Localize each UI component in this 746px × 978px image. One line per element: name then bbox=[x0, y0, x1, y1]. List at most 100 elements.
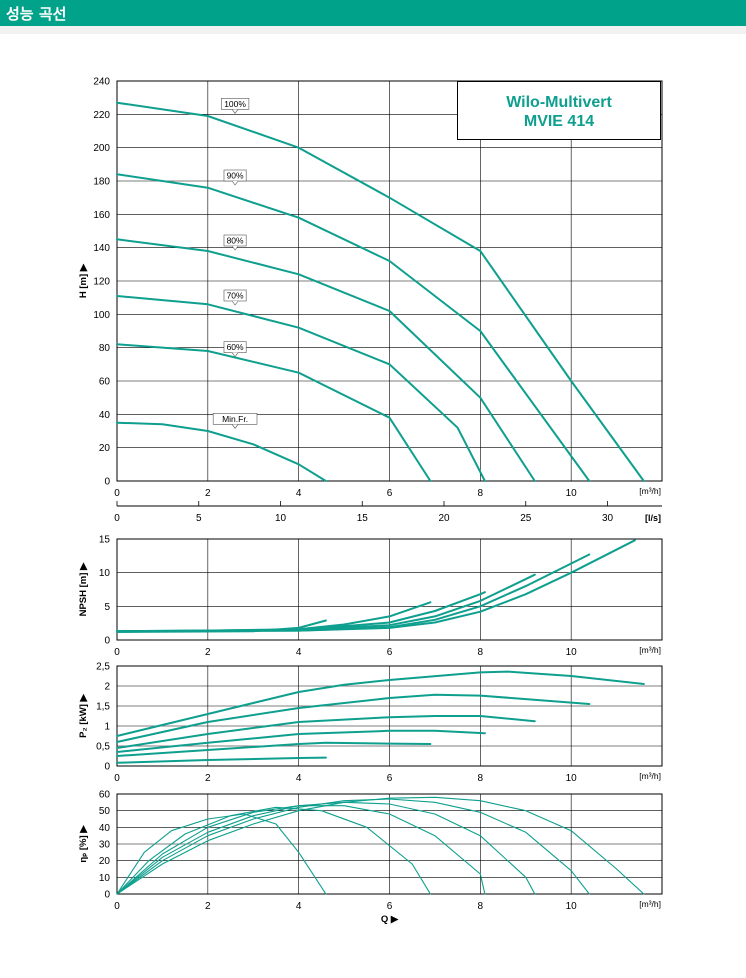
head-series-80 bbox=[116, 238, 536, 482]
product-model: MVIE 414 bbox=[523, 113, 595, 130]
power-xtick-label: 0 bbox=[114, 773, 120, 784]
head-label-pointer bbox=[231, 424, 239, 429]
power-xtick-label: 10 bbox=[566, 773, 578, 784]
efficiency-ytick-label: 30 bbox=[99, 840, 111, 851]
head-ytick-label: 60 bbox=[99, 377, 111, 388]
efficiency-ytick-label: 50 bbox=[99, 806, 111, 817]
efficiency-series-70 bbox=[116, 805, 486, 895]
head-xtick-label: 2 bbox=[205, 488, 211, 499]
efficiency-grid bbox=[116, 793, 662, 895]
head-series-70 bbox=[116, 295, 486, 482]
power-x-unit: [m³/h] bbox=[639, 771, 661, 781]
head-frame bbox=[116, 80, 663, 482]
head-label-pointer bbox=[231, 245, 239, 251]
section-title: 성능 곡선 bbox=[6, 5, 67, 23]
npsh-series-70 bbox=[116, 591, 486, 633]
npsh-series-minfr bbox=[116, 619, 327, 633]
head-ytick-label: 240 bbox=[93, 77, 110, 88]
head-curve-label: 70% bbox=[227, 291, 244, 301]
head-grid bbox=[116, 80, 662, 482]
head-series-minfr bbox=[116, 421, 327, 482]
efficiency-xtick-label: 8 bbox=[478, 901, 484, 912]
head-xtick-label: 10 bbox=[566, 488, 578, 499]
head-xtick-label: 8 bbox=[478, 488, 484, 499]
efficiency-xtick-label: 6 bbox=[387, 901, 393, 912]
head-ytick-label: 200 bbox=[93, 143, 110, 154]
head-ytick-label: 140 bbox=[93, 243, 110, 254]
power-xtick-label: 8 bbox=[478, 773, 484, 784]
head-ytick-label: 120 bbox=[93, 277, 110, 288]
npsh-ytick-label: 0 bbox=[104, 636, 110, 647]
efficiency-xtick-label: 4 bbox=[296, 901, 302, 912]
npsh-ytick-label: 10 bbox=[99, 568, 111, 579]
chart-npsh: 0 2 4 6 8 10 0 5 10 15 [m³/h] NPSH [m] ▶ bbox=[78, 535, 663, 658]
power-y-axis-label: P₂ [kW] ▶ bbox=[78, 692, 89, 737]
npsh-series-100 bbox=[116, 539, 636, 633]
head-label-pointer bbox=[231, 300, 239, 306]
head-series-100 bbox=[116, 101, 645, 482]
npsh-series-80 bbox=[116, 573, 536, 633]
power-xtick-label: 4 bbox=[296, 773, 302, 784]
efficiency-series-90 bbox=[116, 798, 590, 895]
head-y-axis-label: H [m] ▶ bbox=[78, 262, 89, 298]
head-label-pointer bbox=[231, 109, 239, 114]
efficiency-xtick-label: 0 bbox=[114, 901, 120, 912]
efficiency-ytick-label: 40 bbox=[99, 823, 111, 834]
npsh-xtick-label: 4 bbox=[296, 647, 302, 658]
chart-power: 0 2 4 6 8 10 0 0,5 1 1,5 2 2,5 [m³/h] P₂ [kW] ▶ bbox=[78, 662, 663, 784]
power-frame bbox=[116, 665, 663, 767]
head-x-unit: [m³/h] bbox=[639, 486, 661, 496]
power-series-80 bbox=[116, 715, 536, 749]
efficiency-x-unit: [m³/h] bbox=[639, 899, 661, 909]
npsh-xtick-label: 2 bbox=[205, 647, 211, 658]
efficiency-ytick-label: 0 bbox=[104, 890, 110, 901]
efficiency-series-60 bbox=[116, 806, 431, 895]
secondary-axis-tick-label: 0 bbox=[114, 513, 120, 524]
npsh-xtick-label: 6 bbox=[387, 647, 393, 658]
npsh-ytick-label: 5 bbox=[104, 602, 110, 613]
power-series-70 bbox=[116, 729, 486, 753]
power-series-100 bbox=[116, 670, 645, 737]
head-ytick-label: 40 bbox=[99, 410, 111, 421]
npsh-xtick-label: 8 bbox=[478, 647, 484, 658]
head-label-pointer bbox=[231, 180, 239, 186]
product-series: Wilo-Multivert bbox=[506, 94, 612, 111]
power-ytick-label: 1 bbox=[104, 722, 110, 733]
npsh-xtick-label: 0 bbox=[114, 647, 120, 658]
power-series-60 bbox=[116, 741, 432, 757]
efficiency-series-80 bbox=[116, 801, 536, 895]
head-ytick-label: 0 bbox=[104, 477, 110, 488]
power-series-90 bbox=[116, 693, 591, 743]
secondary-axis-tick-label: 25 bbox=[520, 513, 532, 524]
npsh-xtick-label: 10 bbox=[566, 647, 578, 658]
head-xtick-label: 0 bbox=[114, 488, 120, 499]
chart-efficiency: 0 2 4 6 8 10 0 10 20 30 40 50 60 [m³/h] ηₚ [%] ▶ Q ▶ bbox=[78, 790, 663, 925]
head-ytick-label: 80 bbox=[99, 343, 111, 354]
secondary-axis-unit: [l/s] bbox=[645, 513, 661, 523]
power-series-minfr bbox=[116, 756, 327, 764]
power-xtick-label: 6 bbox=[387, 773, 393, 784]
head-xtick-label: 4 bbox=[296, 488, 302, 499]
npsh-ytick-label: 15 bbox=[99, 535, 111, 546]
head-curve-label: 90% bbox=[227, 171, 244, 181]
head-series-90 bbox=[116, 173, 591, 482]
power-ytick-label: 2,5 bbox=[96, 662, 110, 673]
section-header: 성능 곡선 bbox=[0, 0, 746, 26]
head-ytick-label: 220 bbox=[93, 110, 110, 121]
head-ytick-label: 180 bbox=[93, 177, 110, 188]
power-ytick-label: 2 bbox=[104, 682, 110, 693]
head-curve-label: 80% bbox=[227, 236, 244, 246]
npsh-frame bbox=[116, 538, 663, 641]
efficiency-ytick-label: 60 bbox=[99, 790, 111, 801]
head-curve-label: Min.Fr. bbox=[222, 414, 248, 424]
power-xtick-label: 2 bbox=[205, 773, 211, 784]
product-title-box: Wilo-Multivert MVIE 414 bbox=[457, 81, 661, 140]
power-ytick-label: 0,5 bbox=[96, 742, 110, 753]
head-label-pointer bbox=[231, 352, 239, 358]
head-ytick-label: 100 bbox=[93, 310, 110, 321]
chart-head: 0 2 4 6 8 10020406080100120140160180200220240… bbox=[78, 77, 663, 524]
efficiency-series-100 bbox=[116, 796, 645, 895]
secondary-axis-tick-label: 20 bbox=[438, 513, 450, 524]
head-curve-label: 60% bbox=[227, 342, 244, 352]
